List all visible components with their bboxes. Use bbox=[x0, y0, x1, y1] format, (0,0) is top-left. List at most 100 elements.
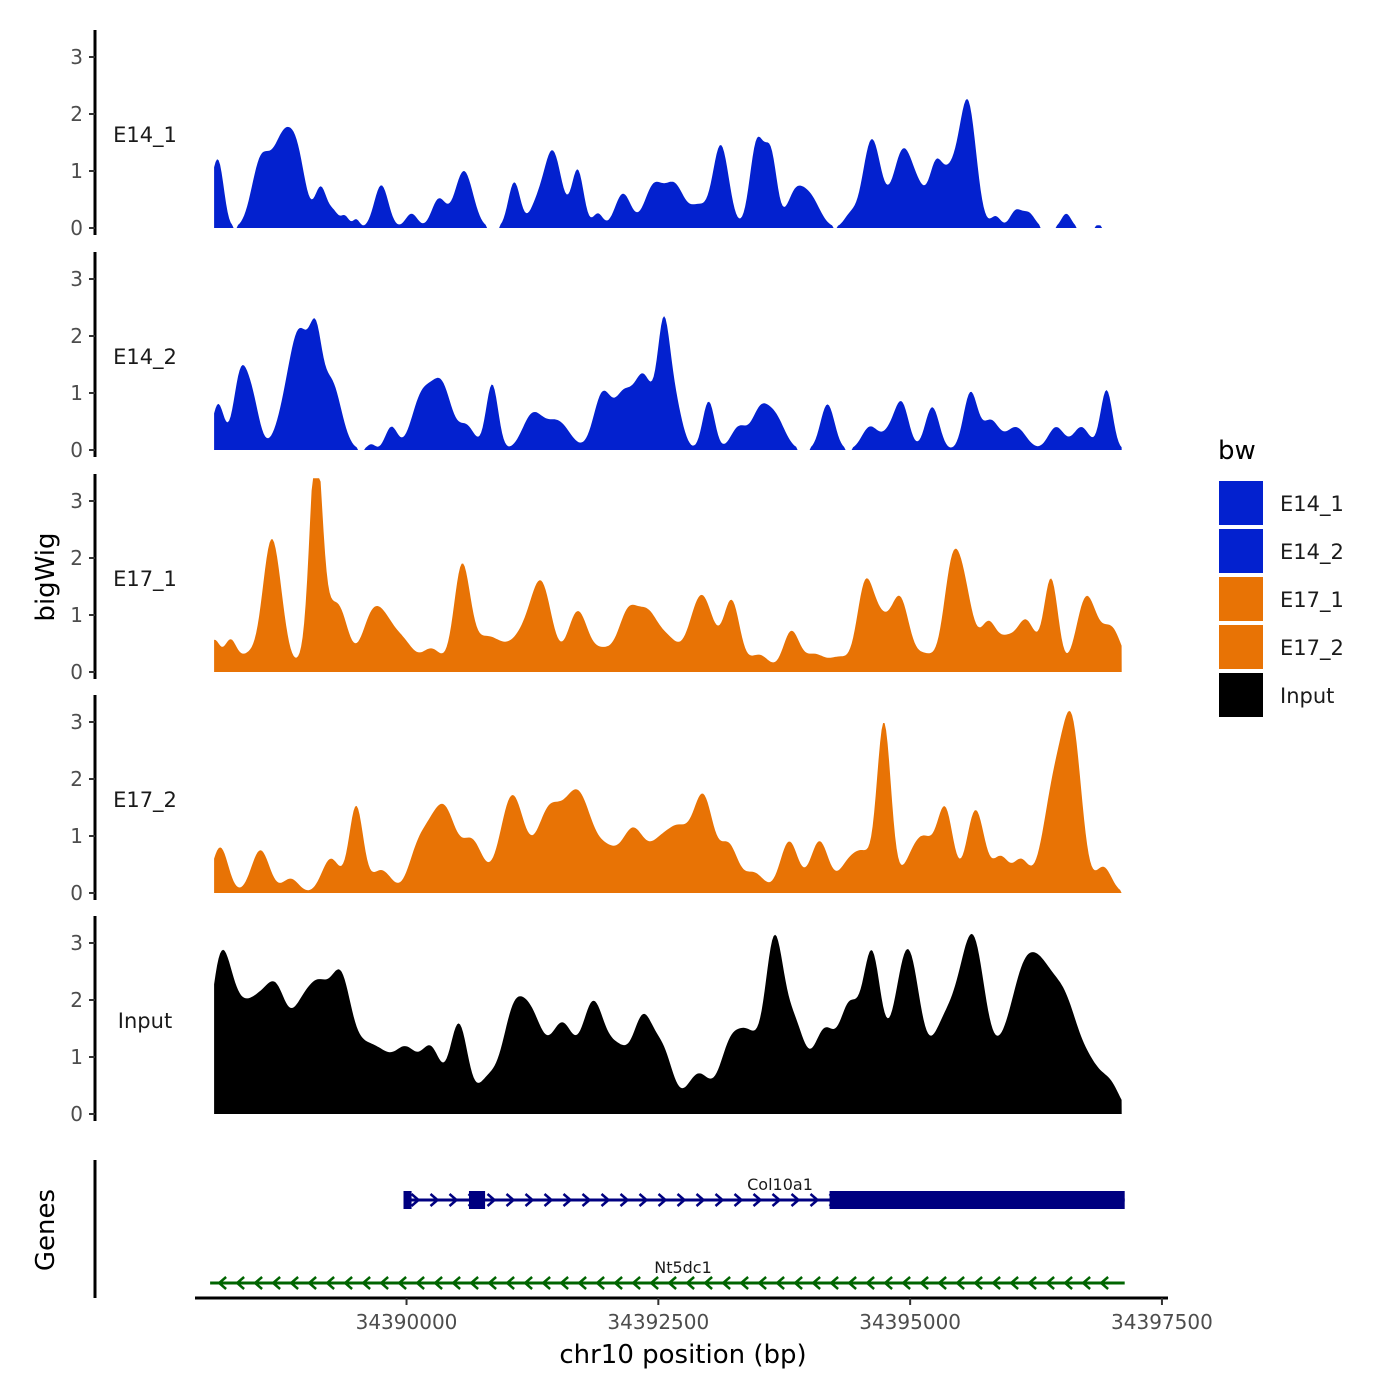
y-tick-label: 0 bbox=[70, 216, 83, 240]
strand-arrow bbox=[325, 1276, 335, 1290]
strand-arrow bbox=[793, 1276, 803, 1290]
y-tick-label: 2 bbox=[70, 767, 83, 791]
y-tick-label: 3 bbox=[70, 710, 83, 734]
signal-area-e17-2 bbox=[214, 710, 1122, 893]
genes-axis-title: Genes bbox=[31, 1189, 61, 1271]
y-tick-label: 3 bbox=[70, 489, 83, 513]
legend-label-e14-2: E14_2 bbox=[1280, 540, 1344, 565]
strand-arrow bbox=[1009, 1276, 1019, 1290]
gene-track: Col10a1 Nt5dc1 bbox=[93, 1160, 1125, 1298]
strand-arrow bbox=[809, 1193, 820, 1207]
signal-area-e14-2 bbox=[214, 316, 1122, 450]
strand-arrow bbox=[638, 1193, 649, 1207]
strand-arrow bbox=[847, 1276, 857, 1290]
strand-arrow bbox=[703, 1276, 713, 1290]
y-tick-label: 3 bbox=[70, 45, 83, 69]
strand-arrow bbox=[991, 1276, 1001, 1290]
y-tick-label: 0 bbox=[70, 1102, 83, 1126]
track-label-e14-1: E14_1 bbox=[113, 123, 177, 148]
y-tick-label: 1 bbox=[70, 159, 83, 183]
strand-arrow bbox=[790, 1193, 801, 1207]
strand-arrow bbox=[1027, 1276, 1037, 1290]
strand-arrow bbox=[433, 1276, 443, 1290]
strand-arrow bbox=[448, 1193, 459, 1207]
x-tick-label: 34392500 bbox=[607, 1310, 709, 1334]
track-input: 0 1 2 3 Input bbox=[70, 916, 1122, 1126]
gene-nt5dc1: Nt5dc1 bbox=[210, 1258, 1125, 1290]
strand-arrow bbox=[685, 1276, 695, 1290]
gene-label-nt5dc1: Nt5dc1 bbox=[654, 1258, 712, 1277]
strand-arrow bbox=[289, 1276, 299, 1290]
strand-arrow bbox=[505, 1193, 516, 1207]
x-axis: 34390000 34392500 34395000 34397500 bbox=[195, 1296, 1213, 1334]
track-label-e17-2: E17_2 bbox=[113, 788, 177, 813]
strand-arrow bbox=[1081, 1276, 1091, 1290]
legend-label-e14-1: E14_1 bbox=[1280, 492, 1344, 517]
strand-arrow bbox=[415, 1276, 425, 1290]
legend-label-input: Input bbox=[1280, 684, 1334, 708]
y-tick-label: 0 bbox=[70, 438, 83, 462]
strand-arrow bbox=[577, 1276, 587, 1290]
strand-arrow bbox=[486, 1193, 497, 1207]
y-tick-label: 3 bbox=[70, 267, 83, 291]
strand-arrow bbox=[487, 1276, 497, 1290]
strand-arrow bbox=[541, 1276, 551, 1290]
legend-swatch-e17-2 bbox=[1219, 625, 1263, 669]
y-tick-label: 0 bbox=[70, 881, 83, 905]
x-tick-label: 34397500 bbox=[1111, 1310, 1213, 1334]
strand-arrow bbox=[1045, 1276, 1055, 1290]
track-e14-1: 0 1 2 3 E14_1 bbox=[70, 30, 1122, 240]
strand-arrow bbox=[676, 1193, 687, 1207]
strand-arrow bbox=[307, 1276, 317, 1290]
strand-arrow bbox=[397, 1276, 407, 1290]
strand-arrow bbox=[739, 1276, 749, 1290]
gene-col10a1: Col10a1 bbox=[403, 1175, 1125, 1209]
strand-arrow bbox=[695, 1193, 706, 1207]
legend-swatch-e17-1 bbox=[1219, 577, 1263, 621]
legend-label-e17-1: E17_1 bbox=[1280, 588, 1344, 613]
exon bbox=[468, 1191, 486, 1209]
strand-arrow bbox=[451, 1276, 461, 1290]
strand-arrow bbox=[600, 1193, 611, 1207]
y-tick-label: 2 bbox=[70, 546, 83, 570]
strand-arrow bbox=[973, 1276, 983, 1290]
x-axis-title: chr10 position (bp) bbox=[559, 1340, 806, 1370]
strand-arrow bbox=[524, 1193, 535, 1207]
strand-arrow bbox=[217, 1276, 227, 1290]
x-tick-label: 34395000 bbox=[859, 1310, 961, 1334]
strand-arrow bbox=[619, 1193, 630, 1207]
y-tick-label: 2 bbox=[70, 102, 83, 126]
y-axis-title: bigWig bbox=[31, 532, 61, 621]
y-tick-label: 2 bbox=[70, 324, 83, 348]
y-tick-label: 1 bbox=[70, 824, 83, 848]
y-tick-label: 1 bbox=[70, 603, 83, 627]
strand-arrow bbox=[581, 1193, 592, 1207]
gene-label-col10a1: Col10a1 bbox=[747, 1175, 813, 1194]
track-e14-2: 0 1 2 3 E14_2 bbox=[70, 252, 1122, 462]
signal-area-input bbox=[214, 933, 1122, 1114]
strand-arrow bbox=[771, 1193, 782, 1207]
strand-arrow bbox=[595, 1276, 605, 1290]
y-tick-label: 0 bbox=[70, 660, 83, 684]
y-tick-label: 1 bbox=[70, 1045, 83, 1069]
strand-arrow bbox=[343, 1276, 353, 1290]
legend-title: bw bbox=[1218, 436, 1256, 466]
strand-arrow bbox=[955, 1276, 965, 1290]
signal-area-e14-1 bbox=[214, 98, 1122, 229]
strand-arrow bbox=[631, 1276, 641, 1290]
legend-swatch-e14-1 bbox=[1219, 481, 1263, 525]
track-label-input: Input bbox=[118, 1009, 172, 1033]
strand-arrow bbox=[883, 1276, 893, 1290]
strand-arrow bbox=[505, 1276, 515, 1290]
strand-arrow bbox=[721, 1276, 731, 1290]
strand-arrow bbox=[543, 1193, 554, 1207]
strand-arrow bbox=[361, 1276, 371, 1290]
strand-arrow bbox=[559, 1276, 569, 1290]
strand-arrow bbox=[733, 1193, 744, 1207]
strand-arrow bbox=[657, 1193, 668, 1207]
strand-arrow bbox=[829, 1276, 839, 1290]
x-tick-label: 34390000 bbox=[356, 1310, 458, 1334]
strand-arrow bbox=[811, 1276, 821, 1290]
y-tick-label: 1 bbox=[70, 381, 83, 405]
